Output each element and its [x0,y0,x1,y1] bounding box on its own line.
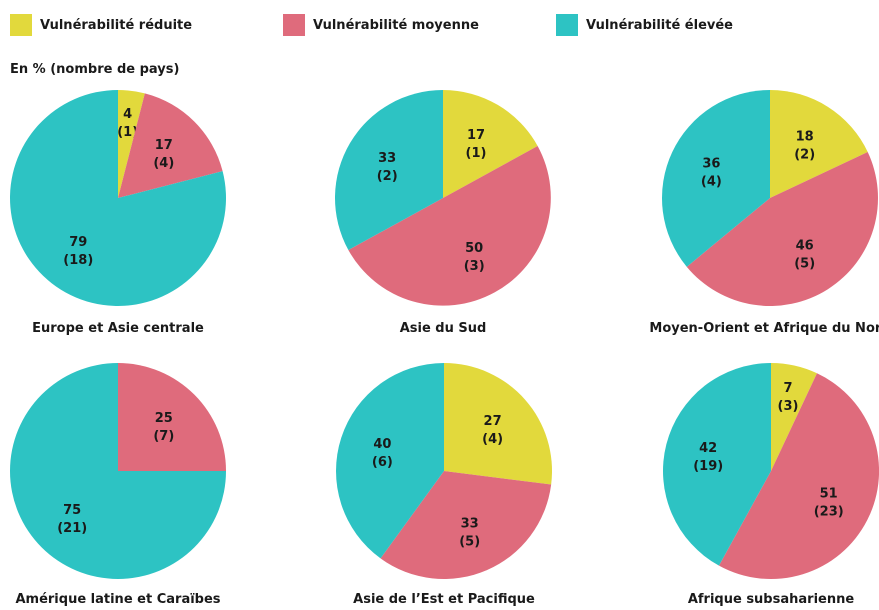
pie-slice [718,373,879,580]
legend-label-medium: Vulnérabilité moyenne [313,17,479,33]
legend-label-reduced: Vulnérabilité réduite [40,17,193,33]
pie-slice [335,90,443,251]
pie-slice [380,471,552,579]
unit-label: En % (nombre de pays) [10,62,180,77]
slice-value-label: 27 [484,414,502,429]
slice-count-label: (4) [153,156,174,171]
slice-value-label: 33 [461,517,479,532]
pie-chart-2: 17 (1) 50 (3) 33 (2) Asie du Sud [335,90,551,336]
pie-slice [118,90,145,198]
slice-value-label: 25 [155,411,173,426]
slice-count-label: (2) [794,147,815,162]
slice-value-label: 50 [465,241,483,256]
slice-count-label: (4) [701,174,722,189]
legend-swatch-medium [283,14,305,36]
pie-title: Asie de l’Est et Pacifique [353,592,535,607]
slice-value-label: 18 [796,129,814,144]
slice-count-label: (23) [814,504,844,519]
legend-item-reduced: Vulnérabilité réduite [10,13,192,37]
slice-count-label: (1) [117,125,138,140]
slice-value-label: 46 [796,239,814,254]
slice-count-label: (3) [778,399,799,414]
slice-value-label: 79 [69,235,87,250]
slice-count-label: (5) [459,535,480,550]
pie-slice [443,90,538,198]
pie-chart-4: 25 (7) 75 (21) Amérique latine et Caraïbes [10,363,226,607]
pie-title: Amérique latine et Caraïbes [15,592,220,607]
legend-item-medium: Vulnérabilité moyenne [283,13,479,37]
legend-swatch-reduced [10,14,32,36]
pie-slice [336,363,444,559]
slice-count-label: (19) [693,459,723,474]
slice-value-label: 40 [373,437,391,452]
slice-value-label: 17 [155,138,173,153]
pie-chart-1: 4 (1) 17 (4) 79 (18) Europe et Asie centrale [10,90,227,336]
slice-count-label: (7) [153,429,174,444]
pie-title: Afrique subsaharienne [688,592,855,607]
pie-slice [663,363,771,566]
pie-chart-6: 7 (3) 51 (23) 42 (19) Afrique subsaharienne [663,363,879,607]
slice-count-label: (18) [63,253,93,268]
pie-slice [444,363,553,485]
pie-slice [10,90,227,306]
pie-slice [10,363,226,579]
pie-slice [686,152,878,306]
slice-value-label: 33 [378,151,396,166]
legend-item-high: Vulnérabilité élevée [556,13,733,37]
pie-slice [348,145,551,306]
slice-value-label: 51 [820,486,838,501]
pie-chart-3: 18 (2) 46 (5) 36 (4) Moyen-Orient et Afrique d… [649,89,879,336]
slice-count-label: (4) [482,432,503,447]
slice-count-label: (21) [57,521,87,536]
slice-value-label: 17 [467,128,485,143]
legend-label-high: Vulnérabilité élevée [586,17,733,33]
slice-value-label: 36 [702,156,720,171]
pie-slice [118,363,226,471]
pie-slice [770,90,868,198]
pie-slice [661,89,770,267]
pie-slice [771,363,817,471]
pie-title: Moyen-Orient et Afrique du Nord [649,321,879,336]
legend-swatch-high [556,14,578,36]
slice-value-label: 75 [63,503,81,518]
pie-slice [118,93,223,198]
slice-value-label: 4 [123,107,132,122]
pie-title: Asie du Sud [400,321,487,336]
slice-count-label: (1) [466,146,487,161]
pie-chart-5: 27 (4) 33 (5) 40 (6) Asie de l’Est et Pacifiqu… [336,363,553,607]
slice-count-label: (3) [464,259,485,274]
slice-value-label: 7 [783,381,792,396]
pie-title: Europe et Asie centrale [32,321,204,336]
slice-count-label: (2) [377,169,398,184]
slice-count-label: (5) [794,257,815,272]
slice-count-label: (6) [372,455,393,470]
slice-value-label: 42 [699,441,717,456]
